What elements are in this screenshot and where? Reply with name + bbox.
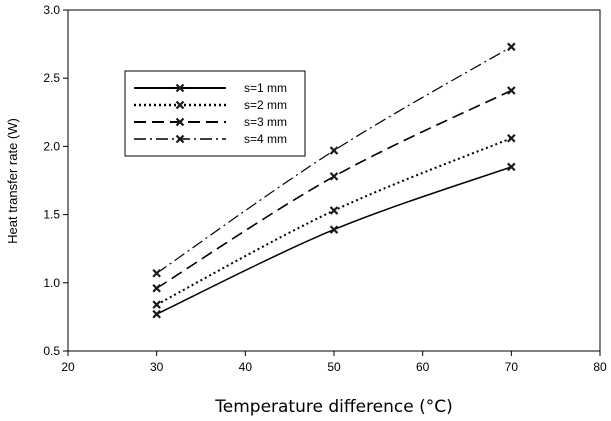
legend-label-4: s=4 mm bbox=[244, 132, 287, 146]
x-axis-title: Temperature difference (°C) bbox=[214, 397, 452, 417]
series-line-2 bbox=[156, 137, 512, 306]
legend: s=1 mm s=2 mm s=3 mm s=4 mm bbox=[124, 70, 306, 157]
legend-marker-3 bbox=[175, 117, 185, 127]
y-tick-label: 1.5 bbox=[43, 208, 60, 222]
data-point-series-1 bbox=[507, 162, 516, 172]
legend-label-3: s=3 mm bbox=[244, 115, 287, 129]
legend-box bbox=[124, 70, 306, 157]
x-tick-label: 60 bbox=[416, 360, 430, 374]
x-tick-label: 70 bbox=[505, 360, 519, 374]
data-point-series-3 bbox=[329, 172, 339, 181]
y-tick-label: 1.0 bbox=[43, 276, 60, 290]
data-point-series-2 bbox=[329, 206, 339, 215]
data-point-series-3 bbox=[507, 86, 516, 95]
x-tick-label: 30 bbox=[150, 360, 164, 374]
legend-marker-2 bbox=[175, 100, 185, 110]
x-tick-label: 20 bbox=[61, 360, 75, 374]
axis-ticks: 20 30 40 50 60 70 80 0.5 1.0 1.5 2.0 2.5 3.0 bbox=[43, 3, 607, 374]
y-tick-label: 0.5 bbox=[43, 344, 60, 358]
data-point-series-4 bbox=[329, 146, 339, 155]
y-tick-label: 2.5 bbox=[43, 71, 60, 85]
legend-marker-1 bbox=[175, 83, 185, 93]
x-tick-label: 40 bbox=[239, 360, 253, 374]
y-tick-label: 3.0 bbox=[43, 3, 60, 17]
legend-label-2: s=2 mm bbox=[244, 98, 287, 112]
data-point-series-3 bbox=[152, 283, 161, 293]
plot-area bbox=[67, 9, 601, 352]
data-point-series-2 bbox=[507, 133, 516, 143]
legend-marker-4 bbox=[175, 134, 185, 144]
data-point-series-1 bbox=[152, 309, 161, 319]
x-tick-label: 80 bbox=[593, 360, 607, 374]
series-markers bbox=[152, 42, 516, 319]
legend-label-1: s=1 mm bbox=[244, 81, 287, 95]
y-axis-title: Heat transfer rate (W) bbox=[5, 118, 20, 244]
data-point-series-4 bbox=[507, 42, 516, 52]
x-tick-label: 50 bbox=[327, 360, 341, 374]
y-tick-label: 2.0 bbox=[43, 139, 60, 153]
series-line-1 bbox=[156, 166, 512, 315]
data-point-series-4 bbox=[152, 268, 161, 278]
data-point-series-1 bbox=[329, 225, 339, 234]
data-point-series-2 bbox=[152, 300, 161, 309]
